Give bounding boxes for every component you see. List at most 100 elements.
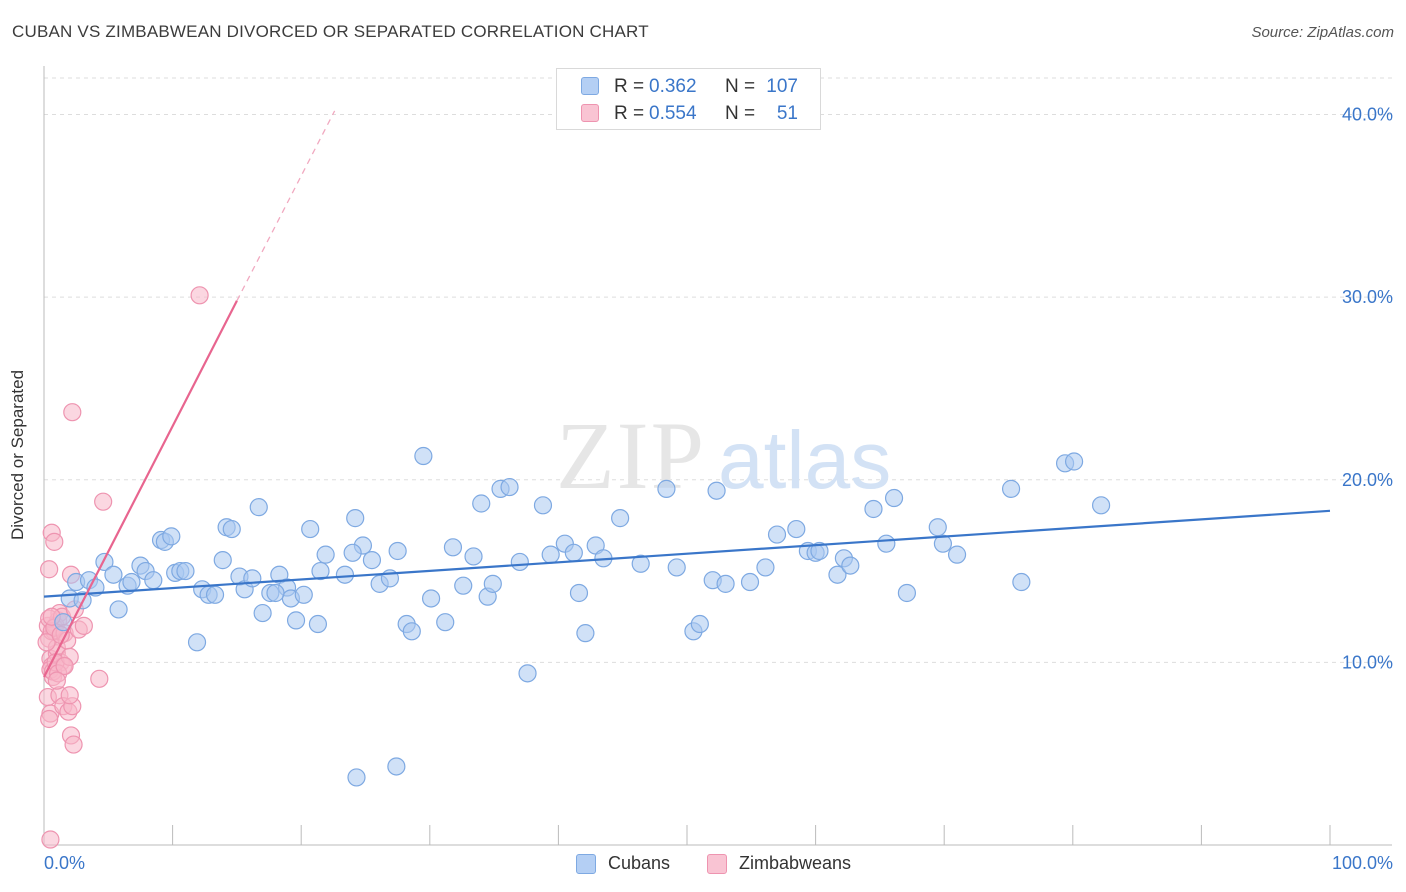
y-tick-label: 10.0% bbox=[1342, 652, 1393, 672]
cubans-point bbox=[311, 561, 330, 581]
cubans-point bbox=[387, 757, 406, 776]
y-tick-label: 30.0% bbox=[1342, 287, 1393, 307]
cubans-point bbox=[810, 541, 829, 561]
cubans-point bbox=[707, 481, 726, 500]
cubans-point bbox=[443, 538, 463, 557]
cubans-point bbox=[266, 583, 285, 603]
cubans-point bbox=[286, 611, 306, 630]
cubans-point bbox=[122, 572, 141, 592]
cubans-point bbox=[533, 496, 553, 515]
cubans-point bbox=[335, 565, 355, 584]
legend-r-value: 0.554 bbox=[649, 103, 697, 124]
cubans-point bbox=[414, 446, 433, 466]
cubans-point bbox=[162, 527, 181, 546]
cubans-point bbox=[657, 479, 676, 498]
cubans-point bbox=[308, 614, 328, 634]
cubans-point bbox=[222, 519, 241, 539]
cubans-point bbox=[294, 585, 313, 604]
cubans-point bbox=[343, 543, 362, 562]
cubans-point bbox=[253, 603, 272, 623]
zimbabweans-point bbox=[37, 633, 56, 652]
cubans-point bbox=[541, 545, 560, 564]
zimbabweans-point bbox=[74, 616, 93, 635]
cubans-point bbox=[346, 509, 365, 528]
legend-swatch-cubans bbox=[576, 854, 596, 874]
cubans-point bbox=[740, 572, 760, 592]
legend-r-label: R = bbox=[614, 76, 645, 97]
cubans-point bbox=[472, 494, 491, 513]
cubans-trend-line bbox=[43, 509, 1331, 598]
cubans-point bbox=[576, 624, 595, 643]
cubans-point bbox=[362, 551, 382, 570]
cubans-point bbox=[402, 622, 421, 641]
legend-n-value: 51 bbox=[776, 103, 798, 124]
cubans-point bbox=[864, 499, 883, 519]
zimbabweans-point bbox=[40, 560, 59, 579]
zimbabweans-trend-line bbox=[43, 300, 238, 678]
y-axis-label: Divorced or Separated bbox=[8, 369, 27, 541]
cubans-point bbox=[877, 534, 896, 553]
watermark-zip: ZIP bbox=[556, 402, 706, 509]
cubans-point bbox=[933, 534, 953, 553]
cubans-point bbox=[483, 574, 502, 593]
trend-lines bbox=[43, 110, 1331, 678]
cubans-point bbox=[1091, 496, 1111, 515]
zimbabweans-point bbox=[94, 492, 113, 511]
cubans-point bbox=[436, 613, 455, 632]
cubans-point bbox=[421, 589, 441, 608]
cubans-point bbox=[388, 541, 407, 561]
cubans-point bbox=[947, 545, 967, 564]
cubans-point bbox=[176, 561, 195, 581]
cubans-point bbox=[109, 600, 128, 619]
legend-swatch-cubans bbox=[581, 77, 599, 95]
cubans-point bbox=[301, 519, 320, 539]
watermark-atlas: atlas bbox=[718, 415, 891, 506]
cubans-point bbox=[767, 525, 787, 544]
cubans-point bbox=[464, 547, 483, 566]
legend-series: Cubans Zimbabweans bbox=[0, 852, 1406, 878]
legend-stats: R = 0.362 N = 107 R = 0.554 N = 51 bbox=[556, 68, 821, 130]
cubans-point bbox=[787, 519, 806, 539]
cubans-point bbox=[828, 565, 847, 584]
cubans-point bbox=[1012, 572, 1031, 592]
legend-swatch-zimbabweans bbox=[707, 854, 727, 874]
cubans-point bbox=[510, 552, 529, 572]
series-zimbabweans-points bbox=[37, 286, 209, 849]
x-tick-label: 0.0% bbox=[44, 853, 85, 873]
cubans-point bbox=[841, 556, 860, 575]
legend-swatch-zimbabweans bbox=[581, 104, 599, 122]
cubans-point bbox=[690, 614, 709, 634]
tick-labels: 10.0% 20.0% 30.0% 40.0% 0.0% 100.0% bbox=[44, 105, 1393, 873]
cubans-point bbox=[249, 498, 268, 517]
legend-r-label: R = bbox=[614, 103, 645, 124]
legend-row-cubans: R = 0.362 N = 107 bbox=[557, 74, 820, 100]
cubans-point bbox=[631, 554, 650, 573]
y-tick-label: 40.0% bbox=[1342, 105, 1393, 125]
cubans-point bbox=[928, 518, 947, 537]
cubans-point bbox=[144, 571, 163, 590]
cubans-point bbox=[569, 583, 589, 603]
zimbabweans-trend-extension bbox=[236, 110, 336, 302]
cubans-point bbox=[518, 664, 537, 683]
watermark: ZIP atlas bbox=[556, 402, 891, 509]
cubans-point bbox=[564, 543, 583, 562]
cubans-point bbox=[1001, 479, 1021, 498]
cubans-point bbox=[104, 565, 123, 584]
zimbabweans-point bbox=[47, 671, 66, 690]
cubans-point bbox=[347, 768, 366, 787]
zimbabweans-point bbox=[64, 735, 83, 754]
cubans-point bbox=[756, 558, 775, 577]
cubans-point bbox=[897, 583, 917, 603]
cubans-point bbox=[884, 488, 904, 508]
legend-label-zimbabweans: Zimbabweans bbox=[739, 853, 852, 873]
legend-label-cubans: Cubans bbox=[608, 853, 671, 873]
cubans-point bbox=[316, 545, 335, 564]
cubans-point bbox=[205, 585, 225, 604]
cubans-point bbox=[716, 574, 735, 593]
cubans-point bbox=[454, 576, 473, 595]
legend-row-zimbabweans: R = 0.554 N = 51 bbox=[557, 101, 820, 127]
cubans-point bbox=[187, 633, 207, 652]
y-tick-label: 20.0% bbox=[1342, 470, 1393, 490]
legend-n-value: 107 bbox=[766, 76, 798, 97]
